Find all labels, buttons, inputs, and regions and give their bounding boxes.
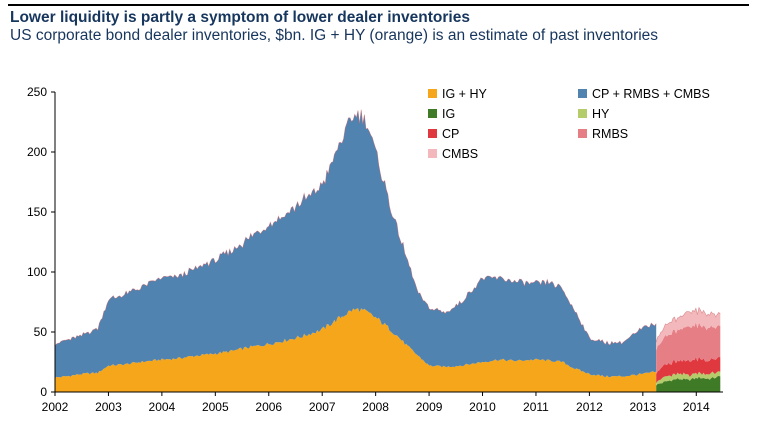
y-tick-label: 0 [40, 385, 47, 399]
historical-areas [54, 109, 657, 392]
x-tick-label: 2010 [469, 400, 496, 414]
legend-label-cp: CP [442, 127, 459, 141]
area-cp-rmbs-cmbs [55, 109, 657, 379]
x-tick-label: 2013 [629, 400, 656, 414]
x-tick-label: 2009 [416, 400, 443, 414]
y-tick-label: 250 [27, 85, 47, 99]
area-ig-hy [55, 308, 657, 392]
chart-title: Lower liquidity is partly a symptom of l… [10, 9, 470, 26]
legend: IG + HY CP + RMBS + CMBS IG HY CP RMBS CMBS [428, 87, 710, 161]
x-tick-label: 2007 [309, 400, 336, 414]
area-ig [656, 375, 721, 392]
area-hy [656, 371, 721, 386]
y-tick-label: 150 [27, 205, 47, 219]
area-top-outline [54, 109, 657, 346]
y-tick-label: 50 [34, 325, 48, 339]
top-rule [8, 4, 749, 6]
legend-label-ig-hy: IG + HY [442, 87, 487, 101]
x-tick-label: 2005 [202, 400, 229, 414]
legend-label-rmbs: RMBS [592, 127, 628, 141]
x-tick-label: 2002 [42, 400, 69, 414]
x-tick-label: 2006 [255, 400, 282, 414]
legend-label-cp-rmbs-cmbs: CP + RMBS + CMBS [592, 87, 710, 101]
legend-swatch-cp [428, 129, 437, 138]
legend-label-hy: HY [592, 107, 610, 121]
legend-swatch-cmbs [428, 149, 437, 158]
x-tick-label: 2012 [576, 400, 603, 414]
area-cmbs [656, 307, 721, 351]
legend-swatch-ig-hy [428, 89, 437, 98]
area-cp [656, 356, 721, 384]
area-layer [54, 109, 721, 392]
legend-swatch-rmbs [578, 129, 587, 138]
x-tick-label: 2003 [95, 400, 122, 414]
legend-swatch-hy [578, 109, 587, 118]
area-rmbs [656, 322, 721, 374]
x-tick-label: 2011 [523, 400, 549, 414]
legend-swatch-ig [428, 109, 437, 118]
x-tick-label: 2014 [683, 400, 710, 414]
area-top-outline [655, 306, 721, 343]
axes-layer: 0 50 100 150 200 250 2002 2003 2004 2005 2006 2007 2… [27, 85, 723, 414]
x-tick-label: 2004 [149, 400, 176, 414]
x-tick-label: 2008 [362, 400, 389, 414]
chart-subtitle: US corporate bond dealer inventories, $b… [10, 27, 659, 44]
y-tick-label: 200 [27, 145, 47, 159]
legend-swatch-cp-rmbs-cmbs [578, 89, 587, 98]
legend-label-cmbs: CMBS [442, 147, 478, 161]
recent-areas [655, 306, 721, 392]
legend-label-ig: IG [442, 107, 455, 121]
y-tick-label: 100 [27, 265, 47, 279]
